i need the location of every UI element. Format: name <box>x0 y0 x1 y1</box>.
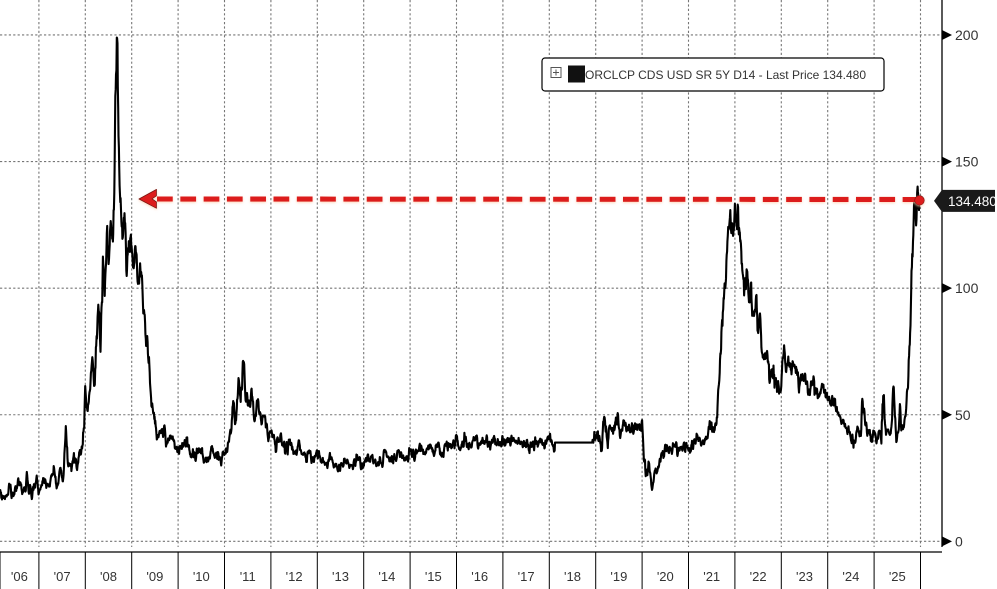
svg-text:134.480: 134.480 <box>948 194 997 209</box>
svg-text:200: 200 <box>955 27 979 43</box>
svg-text:'25: '25 <box>889 569 906 584</box>
svg-text:'24: '24 <box>842 569 859 584</box>
svg-text:'06: '06 <box>11 569 28 584</box>
svg-text:'23: '23 <box>796 569 813 584</box>
svg-text:'21: '21 <box>703 569 720 584</box>
svg-text:'13: '13 <box>332 569 349 584</box>
svg-text:'12: '12 <box>286 569 303 584</box>
svg-text:100: 100 <box>955 280 979 296</box>
svg-text:'09: '09 <box>146 569 163 584</box>
svg-text:'10: '10 <box>193 569 210 584</box>
svg-text:'19: '19 <box>610 569 627 584</box>
svg-text:'11: '11 <box>240 569 256 584</box>
svg-text:'15: '15 <box>425 569 442 584</box>
svg-text:'14: '14 <box>378 569 395 584</box>
svg-text:'18: '18 <box>564 569 581 584</box>
svg-text:'22: '22 <box>750 569 767 584</box>
svg-text:'07: '07 <box>54 569 71 584</box>
svg-text:'20: '20 <box>657 569 674 584</box>
svg-text:'17: '17 <box>518 569 535 584</box>
svg-text:150: 150 <box>955 154 979 170</box>
svg-text:50: 50 <box>955 407 971 423</box>
svg-text:'08: '08 <box>100 569 117 584</box>
svg-text:'16: '16 <box>471 569 488 584</box>
svg-text:ORCLCP CDS USD SR 5Y D14 - Las: ORCLCP CDS USD SR 5Y D14 - Last Price 13… <box>585 68 866 82</box>
svg-text:0: 0 <box>955 533 963 549</box>
